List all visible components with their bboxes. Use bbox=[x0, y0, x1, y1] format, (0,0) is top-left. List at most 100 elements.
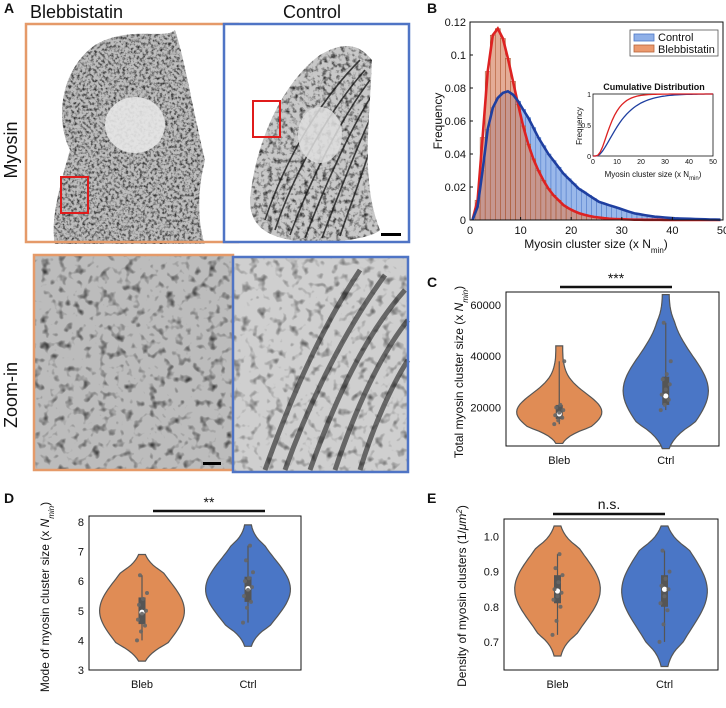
inset-x-tick-label: 50 bbox=[709, 159, 717, 166]
violins-c bbox=[516, 293, 710, 450]
e-point-bleb bbox=[553, 566, 558, 571]
fit-curve-control bbox=[471, 89, 721, 221]
inset-x-tick-label: 20 bbox=[637, 159, 645, 166]
blebbistatin-bar-6 bbox=[500, 38, 506, 221]
blebbistatin-bar-9 bbox=[515, 104, 521, 221]
e-x-tick-label: Bleb bbox=[546, 679, 568, 691]
y-tick-label: 0 bbox=[460, 215, 466, 227]
blebbistatin-bar-12 bbox=[530, 158, 537, 221]
inset-y-tick-label: 0 bbox=[587, 154, 591, 161]
d-point-ctrl bbox=[249, 599, 253, 604]
e-median-ctrl bbox=[661, 586, 668, 592]
c-point-ctrl bbox=[660, 377, 665, 382]
c-point-ctrl bbox=[658, 408, 663, 413]
e-y-tick-label: 0.7 bbox=[484, 637, 499, 649]
legend-swatch-control bbox=[633, 33, 655, 42]
significance-label-e: n.s. bbox=[598, 496, 621, 512]
column-label-control: Control bbox=[283, 2, 341, 22]
e-point-bleb bbox=[558, 604, 563, 609]
d-point-ctrl bbox=[250, 585, 254, 590]
y-ticks-c: 20000 40000 60000 bbox=[470, 300, 501, 415]
d-point-ctrl bbox=[247, 576, 251, 581]
significance-label-c: *** bbox=[608, 270, 625, 286]
e-point-ctrl bbox=[665, 608, 670, 613]
blebbistatin-bar-10 bbox=[520, 125, 526, 221]
image-control-cell bbox=[222, 22, 411, 244]
e-y-tick-label: 0.8 bbox=[484, 602, 499, 614]
x-tick-label: 20 bbox=[565, 225, 577, 237]
inset-y-tick-label: 1 bbox=[587, 92, 591, 99]
d-y-tick-label: 8 bbox=[78, 517, 84, 529]
x-tick-label: 10 bbox=[514, 225, 526, 237]
x-tick-label: 30 bbox=[616, 225, 628, 237]
y-tick-label: 0.04 bbox=[445, 149, 466, 161]
c-point-ctrl bbox=[663, 387, 668, 392]
x-ticks-d: Bleb Ctrl bbox=[131, 679, 257, 691]
legend-label-control: Control bbox=[658, 32, 693, 44]
inset-y-label: Frequency bbox=[575, 107, 584, 145]
x-tick-label: 0 bbox=[467, 225, 473, 237]
panel-d: D ** 3 4 5 6 7 8 Bleb Ctrl Mode of myosin clus… bbox=[4, 490, 302, 692]
violins-d bbox=[98, 524, 292, 662]
inset-title: Cumulative Distribution bbox=[603, 82, 705, 92]
y-tick-label: 0.12 bbox=[445, 17, 466, 29]
d-point-ctrl bbox=[251, 570, 255, 575]
d-point-ctrl bbox=[248, 543, 252, 548]
d-y-tick-label: 7 bbox=[78, 547, 84, 559]
d-y-tick-label: 5 bbox=[78, 606, 84, 618]
y-ticks-e: 0.7 0.8 0.9 1.0 bbox=[484, 532, 499, 649]
blebbistatin-bar-5 bbox=[495, 28, 501, 221]
d-point-ctrl bbox=[241, 620, 245, 625]
panel-c: C *** 20000 40000 60000 Bleb Ctrl Total myo… bbox=[427, 270, 720, 467]
violins-e bbox=[514, 525, 708, 668]
d-point-bleb bbox=[140, 611, 144, 616]
legend-swatch-blebbistatin bbox=[633, 44, 655, 53]
panel-a: A Blebbistatin Control Myosin Zoom-in bbox=[1, 0, 411, 474]
e-y-tick-label: 0.9 bbox=[484, 567, 499, 579]
c-point-bleb bbox=[562, 359, 567, 364]
blebbistatin-bar-16 bbox=[550, 195, 557, 221]
e-point-ctrl bbox=[657, 639, 662, 644]
d-point-ctrl bbox=[246, 588, 250, 593]
blebbistatin-bar-13 bbox=[535, 170, 542, 221]
c-point-ctrl bbox=[664, 372, 669, 377]
image-zoom-blebbistatin bbox=[32, 253, 235, 472]
y-ticks-d: 3 4 5 6 7 8 bbox=[78, 517, 84, 677]
c-point-bleb bbox=[554, 405, 559, 410]
d-point-ctrl bbox=[243, 579, 247, 584]
inset-cumulative: Cumulative Distribution 0 10 20 30 40 50 00.5… bbox=[575, 78, 718, 182]
d-point-bleb bbox=[138, 573, 142, 578]
panel-letter-c: C bbox=[427, 274, 437, 290]
y-tick-label: 0.1 bbox=[451, 50, 466, 62]
row-label-myosin: Myosin bbox=[1, 121, 21, 178]
y-label-c: Total myosin cluster size (x Nmin) bbox=[452, 286, 470, 458]
d-x-tick-label: Ctrl bbox=[239, 679, 256, 691]
inset-x-tick-label: 30 bbox=[661, 159, 669, 166]
c-point-ctrl bbox=[667, 382, 672, 387]
d-y-tick-label: 4 bbox=[78, 635, 84, 647]
e-point-ctrl bbox=[662, 594, 667, 599]
y-tick-label: 0.06 bbox=[445, 116, 466, 128]
blebbistatin-bar-14 bbox=[540, 180, 547, 221]
frame-zoom-control bbox=[231, 255, 410, 474]
d-y-tick-label: 6 bbox=[78, 576, 84, 588]
e-point-bleb bbox=[554, 618, 559, 623]
e-point-ctrl bbox=[659, 583, 664, 588]
d-point-bleb bbox=[137, 602, 141, 607]
e-point-ctrl bbox=[663, 576, 668, 581]
violin-axes-frame-c bbox=[505, 291, 720, 447]
d-point-ctrl bbox=[244, 558, 248, 563]
c-point-bleb bbox=[556, 418, 561, 423]
blebbistatin-bar-8 bbox=[510, 81, 516, 221]
c-point-bleb bbox=[561, 408, 566, 413]
c-y-tick-label: 60000 bbox=[470, 300, 501, 312]
inset-x-tick-label: 10 bbox=[613, 159, 621, 166]
inset-curve-blebbistatin bbox=[593, 93, 713, 157]
column-label-blebbistatin: Blebbistatin bbox=[30, 2, 123, 22]
e-point-bleb bbox=[551, 597, 556, 602]
legend-label-blebbistatin: Blebbistatin bbox=[658, 44, 715, 56]
scale-bar-bottom bbox=[203, 462, 221, 465]
image-zoom-control bbox=[231, 255, 411, 474]
histogram-y-label: Frequency bbox=[431, 93, 445, 150]
